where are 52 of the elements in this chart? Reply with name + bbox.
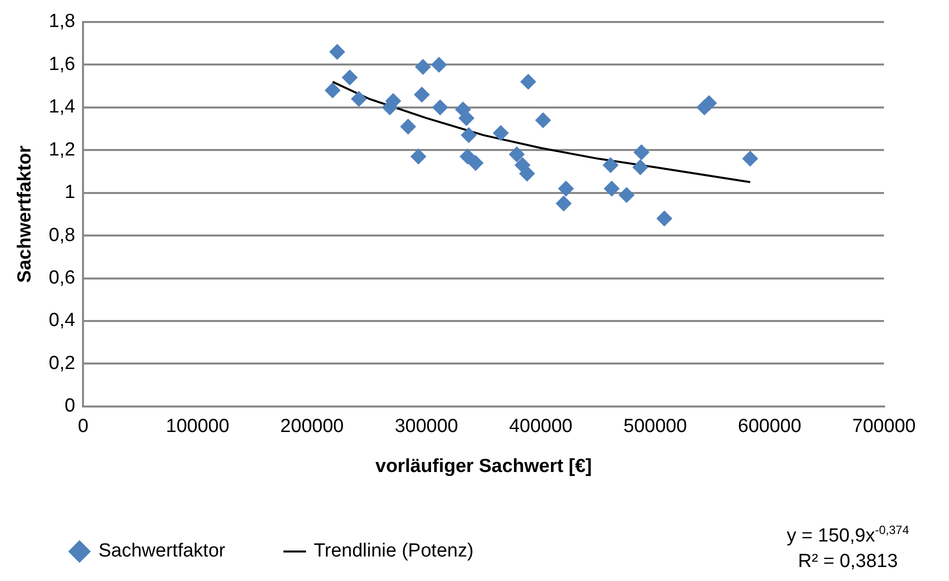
x-tick-label: 400000	[509, 416, 573, 438]
point	[602, 157, 619, 174]
point	[556, 196, 572, 212]
y-tick-label: 0,6	[48, 268, 76, 288]
point	[618, 186, 635, 203]
point	[430, 56, 447, 73]
point	[535, 112, 552, 128]
point	[400, 118, 416, 135]
point	[508, 146, 525, 162]
y-tick-label: 1	[64, 182, 76, 204]
legend-label: Trendlinie (Potenz)	[314, 540, 474, 562]
y-tick-label: 1,4	[48, 96, 76, 118]
y-tick-label: 1,8	[48, 11, 76, 32]
point	[432, 99, 448, 116]
point	[414, 58, 431, 75]
point	[656, 210, 672, 226]
point	[458, 110, 474, 126]
text: R² = 0,3813	[796, 550, 899, 574]
point	[460, 127, 477, 144]
x-tick-label: 700000	[852, 416, 916, 438]
x-tick-label: 200000	[280, 416, 344, 438]
y-tick-label: 1,2	[48, 139, 76, 160]
x-tick-label: 600000	[738, 416, 802, 438]
point	[410, 148, 426, 165]
y-tick-label: 0,4	[48, 310, 76, 332]
y-axis-title: Sachwertfaktor	[14, 144, 36, 283]
y-tick-label: 0	[64, 396, 76, 417]
point	[520, 74, 536, 90]
point	[329, 44, 346, 60]
y-tick-label: 0,2	[48, 352, 76, 374]
point	[350, 90, 367, 107]
point	[558, 180, 574, 197]
point	[700, 95, 717, 112]
x-tick-label: 500000	[624, 416, 687, 438]
point	[633, 144, 650, 160]
point	[468, 154, 484, 171]
legend-label: Sachwertfaktor	[98, 540, 226, 562]
x-tick-label: 300000	[394, 416, 458, 438]
point	[742, 150, 758, 167]
point	[519, 166, 536, 182]
text: y = 150,9x$^{-0,374}$	[786, 522, 909, 548]
point	[324, 82, 341, 98]
point	[632, 159, 648, 176]
point	[460, 148, 476, 165]
x-tick-label: 100000	[166, 416, 230, 438]
point	[604, 180, 620, 197]
point	[414, 86, 430, 103]
x-axis-title: vorläufiger Sachwert [€]	[375, 456, 592, 477]
point	[342, 70, 358, 86]
y-tick-label: 1,6	[48, 54, 76, 75]
y-tick-label: 0,8	[48, 224, 76, 246]
point	[492, 125, 509, 142]
